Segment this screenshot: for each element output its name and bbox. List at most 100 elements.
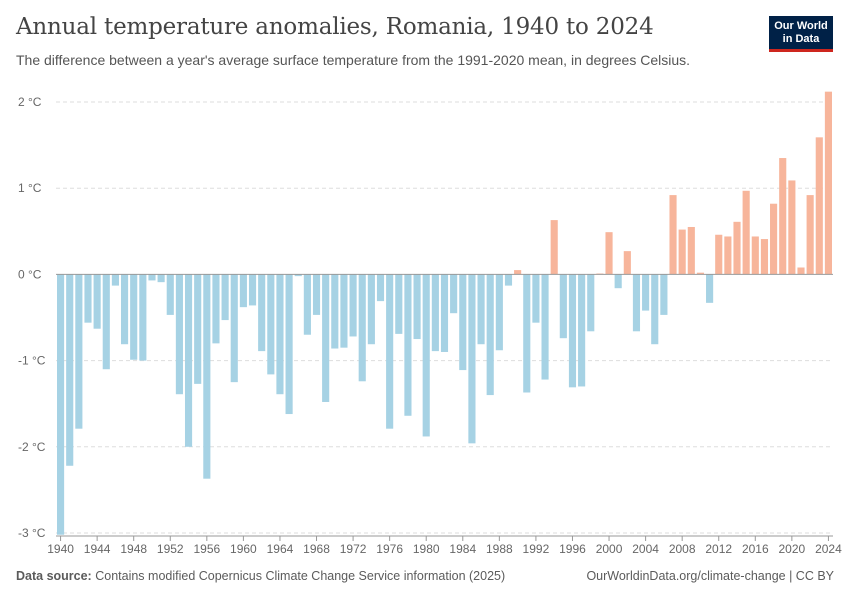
bar-2006[interactable] — [660, 274, 668, 315]
bar-2002[interactable] — [623, 251, 631, 275]
bar-2014[interactable] — [733, 221, 741, 275]
bar-2020[interactable] — [788, 180, 796, 275]
bar-1952[interactable] — [166, 274, 174, 315]
y-tick-label: -1 °C — [18, 354, 46, 368]
bar-1996[interactable] — [568, 274, 577, 388]
bar-1962[interactable] — [258, 274, 266, 352]
x-tick-label: 1948 — [120, 542, 147, 556]
bar-1968[interactable] — [312, 274, 321, 315]
bar-1959[interactable] — [230, 274, 238, 383]
bar-2018[interactable] — [770, 203, 778, 275]
x-tick-label: 1972 — [340, 542, 367, 556]
bar-1987[interactable] — [486, 274, 494, 396]
bar-1956[interactable] — [203, 274, 211, 479]
bar-1961[interactable] — [248, 274, 257, 306]
bar-1964[interactable] — [276, 274, 284, 395]
bar-2022[interactable] — [806, 195, 814, 275]
bar-1989[interactable] — [504, 274, 513, 286]
bar-1958[interactable] — [221, 274, 229, 321]
bar-1957[interactable] — [212, 274, 220, 344]
bar-1948[interactable] — [130, 274, 138, 360]
bar-1986[interactable] — [477, 274, 485, 345]
bar-1971[interactable] — [340, 274, 348, 348]
bar-1944[interactable] — [93, 274, 101, 329]
bar-1955[interactable] — [194, 274, 202, 384]
bar-2000[interactable] — [605, 232, 613, 275]
bar-1982[interactable] — [440, 274, 449, 352]
x-tick-label: 1956 — [193, 542, 220, 556]
bar-1991[interactable] — [523, 274, 531, 393]
owid-link[interactable]: OurWorldinData.org/climate-change | CC B… — [586, 569, 834, 583]
bar-1973[interactable] — [358, 274, 366, 382]
bar-2021[interactable] — [797, 267, 805, 275]
bar-1972[interactable] — [349, 274, 357, 337]
bar-1980[interactable] — [422, 274, 430, 437]
logo-line-1: Our World — [774, 20, 828, 32]
bar-1974[interactable] — [367, 274, 375, 345]
bar-1984[interactable] — [459, 274, 467, 371]
bar-2023[interactable] — [815, 137, 823, 275]
bar-2019[interactable] — [779, 158, 787, 275]
bar-1993[interactable] — [541, 274, 549, 380]
x-tick-label: 1976 — [376, 542, 403, 556]
bar-1951[interactable] — [157, 274, 165, 283]
bar-2024[interactable] — [824, 91, 832, 275]
bar-2007[interactable] — [669, 195, 677, 275]
bar-1975[interactable] — [376, 274, 385, 302]
bar-1978[interactable] — [404, 274, 412, 416]
y-axis-ticks: -3 °C -2 °C -1 °C 0 °C 1 °C 2 °C — [18, 95, 46, 540]
bar-1965[interactable] — [285, 274, 293, 415]
bar-2012[interactable] — [715, 234, 723, 275]
bar-1970[interactable] — [331, 274, 339, 349]
bar-1954[interactable] — [184, 274, 193, 447]
x-tick-label: 1968 — [303, 542, 330, 556]
bar-1943[interactable] — [84, 274, 92, 323]
bar-1942[interactable] — [75, 274, 83, 429]
bar-2017[interactable] — [760, 239, 769, 275]
bar-2008[interactable] — [678, 229, 686, 275]
bar-1950[interactable] — [148, 274, 156, 281]
bar-1963[interactable] — [267, 274, 275, 375]
bar-2001[interactable] — [614, 274, 622, 289]
bar-1977[interactable] — [395, 274, 403, 334]
x-tick-label: 1964 — [267, 542, 294, 556]
bar-1979[interactable] — [413, 274, 421, 340]
bar-1967[interactable] — [303, 274, 311, 335]
bar-2015[interactable] — [742, 190, 750, 275]
bar-2010[interactable] — [696, 272, 705, 275]
bar-1947[interactable] — [120, 274, 129, 345]
bar-1940[interactable] — [57, 274, 65, 535]
bar-2016[interactable] — [751, 236, 759, 275]
bar-1990[interactable] — [514, 270, 522, 275]
x-tick-label: 1952 — [157, 542, 184, 556]
bar-1992[interactable] — [532, 274, 540, 323]
x-tick-label: 1960 — [230, 542, 257, 556]
bar-1998[interactable] — [587, 274, 595, 332]
bar-1953[interactable] — [175, 274, 183, 395]
bar-2013[interactable] — [724, 236, 732, 275]
data-source-label: Data source: — [16, 569, 92, 583]
bar-1988[interactable] — [495, 274, 503, 351]
bar-1969[interactable] — [322, 274, 330, 402]
bar-1946[interactable] — [111, 274, 119, 286]
bar-1985[interactable] — [468, 274, 476, 444]
bar-1994[interactable] — [550, 220, 558, 275]
bar-1945[interactable] — [102, 274, 110, 370]
bar-1960[interactable] — [239, 274, 247, 308]
bar-1966[interactable] — [294, 274, 302, 277]
bar-1949[interactable] — [139, 274, 147, 361]
bar-2005[interactable] — [651, 274, 659, 345]
chart-subtitle: The difference between a year's average … — [16, 52, 691, 68]
y-tick-label: 0 °C — [18, 267, 42, 281]
bar-1981[interactable] — [431, 274, 439, 352]
bar-2009[interactable] — [687, 226, 695, 275]
bar-2011[interactable] — [706, 274, 714, 303]
bar-1983[interactable] — [450, 274, 458, 314]
bar-2004[interactable] — [642, 274, 650, 311]
bar-1997[interactable] — [578, 274, 586, 387]
bar-1941[interactable] — [66, 274, 74, 466]
bar-1976[interactable] — [386, 274, 394, 429]
bar-1995[interactable] — [559, 274, 567, 339]
bar-2003[interactable] — [632, 274, 641, 332]
owid-logo[interactable]: Our World in Data — [769, 16, 833, 52]
